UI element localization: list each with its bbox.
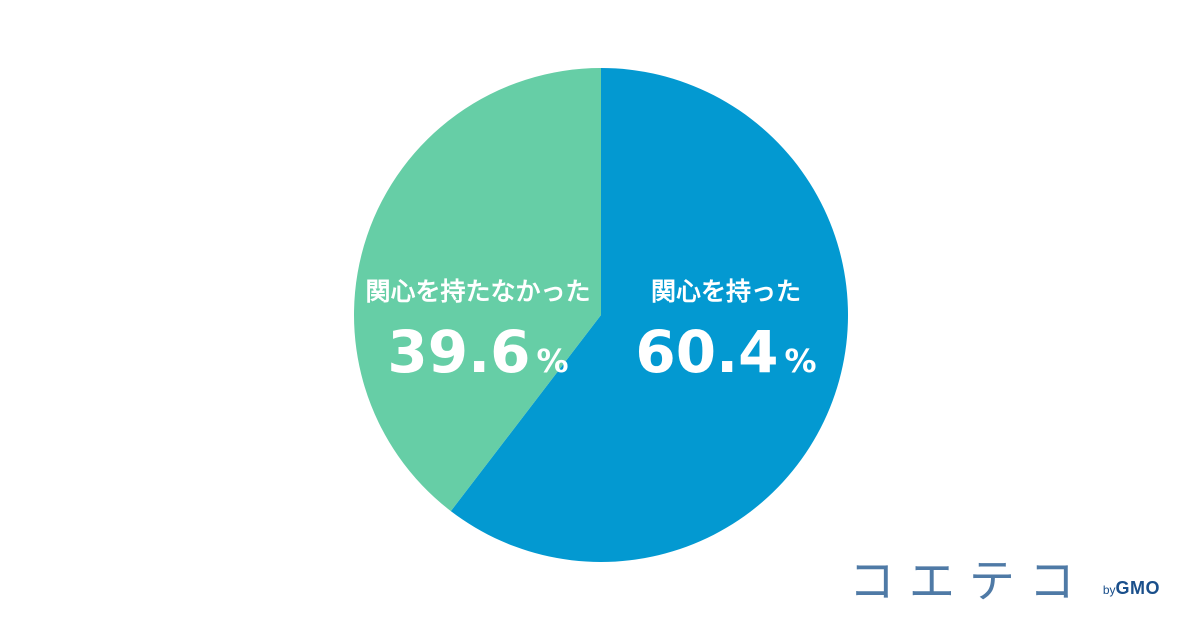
pie-labels: 関心を持った 60.4 % 関心を持たなかった 39.6%	[365, 277, 816, 386]
slice-value-unit: %	[537, 342, 569, 380]
slice-value-unit: %	[785, 342, 817, 380]
pie-slices	[353, 68, 848, 562]
slice-value-number: 39.6	[387, 318, 530, 386]
brand-logo: コエテコ byGMO	[849, 558, 1160, 604]
pie-slice-2	[353, 68, 601, 512]
brand-by-text: by	[1102, 583, 1116, 597]
slice-value-number: 60.4	[635, 318, 778, 386]
slice-category-label: 関心を持った	[651, 277, 801, 306]
pie-slice-1	[450, 68, 848, 562]
slice-category-label: 関心を持たなかった	[365, 277, 590, 306]
brand-name: コエテコ	[848, 554, 1089, 608]
slice-value-label: 60.4%	[635, 318, 816, 386]
slice-value-label: 39.6%	[387, 318, 568, 386]
brand-company: GMO	[1115, 578, 1160, 598]
brand-byline: byGMO	[1103, 579, 1160, 598]
